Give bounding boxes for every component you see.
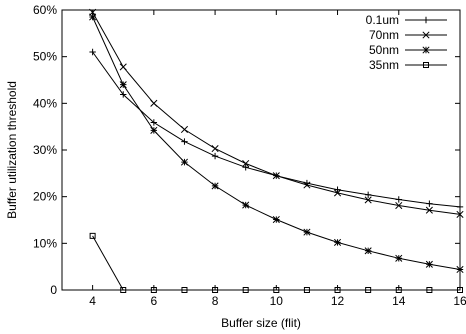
data-point — [120, 91, 127, 98]
data-point — [303, 181, 311, 189]
data-point — [89, 13, 97, 21]
data-point — [422, 46, 430, 54]
series-line — [92, 12, 461, 215]
data-point — [422, 31, 430, 39]
data-point — [334, 186, 341, 193]
legend-label: 0.1um — [366, 13, 399, 27]
data-point — [211, 145, 219, 153]
y-tick-label: 30% — [33, 143, 57, 157]
data-point — [89, 232, 96, 239]
series-0 — [89, 48, 464, 211]
data-point — [456, 265, 464, 274]
data-point — [272, 215, 280, 224]
data-point — [242, 159, 250, 168]
axis-ticks: 0 10% 20% 30% 40% 50% 60% 4 6 8 10 12 14 16 — [33, 3, 466, 308]
y-tick-label: 60% — [33, 3, 57, 17]
data-point — [364, 247, 372, 255]
data-point — [426, 287, 433, 293]
series-line — [92, 16, 461, 270]
data-point — [211, 182, 219, 190]
x-tick-label: 14 — [392, 294, 406, 308]
data-point — [272, 172, 280, 180]
data-point — [333, 189, 342, 197]
data-point — [273, 287, 280, 293]
data-point — [212, 287, 219, 293]
data-point — [456, 203, 464, 211]
data-point — [426, 200, 433, 207]
data-point — [303, 228, 311, 236]
legend-label: 35nm — [369, 58, 399, 72]
data-point — [150, 99, 158, 107]
data-point — [365, 287, 372, 293]
data-point — [423, 62, 429, 68]
y-tick-label: 20% — [33, 190, 57, 204]
data-point — [456, 210, 464, 218]
y-tick-label: 10% — [33, 236, 57, 250]
data-point — [180, 125, 189, 134]
series-line — [92, 235, 460, 291]
plot-frame — [61, 9, 461, 291]
data-point — [457, 287, 463, 293]
data-point — [395, 254, 403, 262]
data-point — [395, 201, 403, 210]
data-point — [395, 287, 402, 293]
data-point — [242, 164, 249, 171]
data-point — [364, 196, 372, 204]
data-point — [181, 138, 188, 145]
x-tick-label: 16 — [453, 294, 466, 308]
y-tick-label: 40% — [33, 96, 57, 110]
y-axis-label: Buffer utilization threshold — [5, 81, 19, 219]
series-1 — [89, 8, 464, 218]
data-point — [211, 152, 219, 160]
x-tick-label: 10 — [270, 294, 284, 308]
data-point — [425, 206, 433, 214]
data-point — [422, 16, 430, 24]
data-point — [303, 287, 310, 293]
legend-label: 70nm — [369, 28, 399, 42]
y-tick-label: 50% — [33, 50, 57, 64]
data-point — [120, 287, 127, 293]
data-point — [150, 126, 158, 134]
data-point — [180, 158, 189, 166]
x-tick-label: 4 — [89, 294, 96, 308]
data-point — [334, 287, 341, 293]
data-point — [364, 191, 372, 198]
data-point — [89, 48, 96, 56]
series-2 — [89, 13, 464, 274]
x-tick-label: 6 — [151, 294, 158, 308]
x-axis-label: Buffer size (flit) — [221, 316, 301, 330]
x-tick-label: 12 — [331, 294, 345, 308]
data-point — [150, 119, 158, 126]
data-point — [119, 63, 127, 71]
series-layer — [89, 8, 464, 293]
y-tick-label: 0 — [50, 283, 57, 297]
series-line — [92, 51, 461, 208]
data-point — [425, 260, 433, 268]
x-tick-label: 8 — [212, 294, 219, 308]
legend-label: 50nm — [369, 43, 399, 57]
data-point — [333, 238, 342, 246]
data-point — [119, 81, 127, 89]
data-point — [242, 287, 249, 293]
series-3 — [89, 232, 463, 293]
data-point — [181, 287, 188, 293]
data-point — [395, 196, 402, 203]
data-point — [150, 287, 157, 293]
data-point — [242, 201, 250, 209]
